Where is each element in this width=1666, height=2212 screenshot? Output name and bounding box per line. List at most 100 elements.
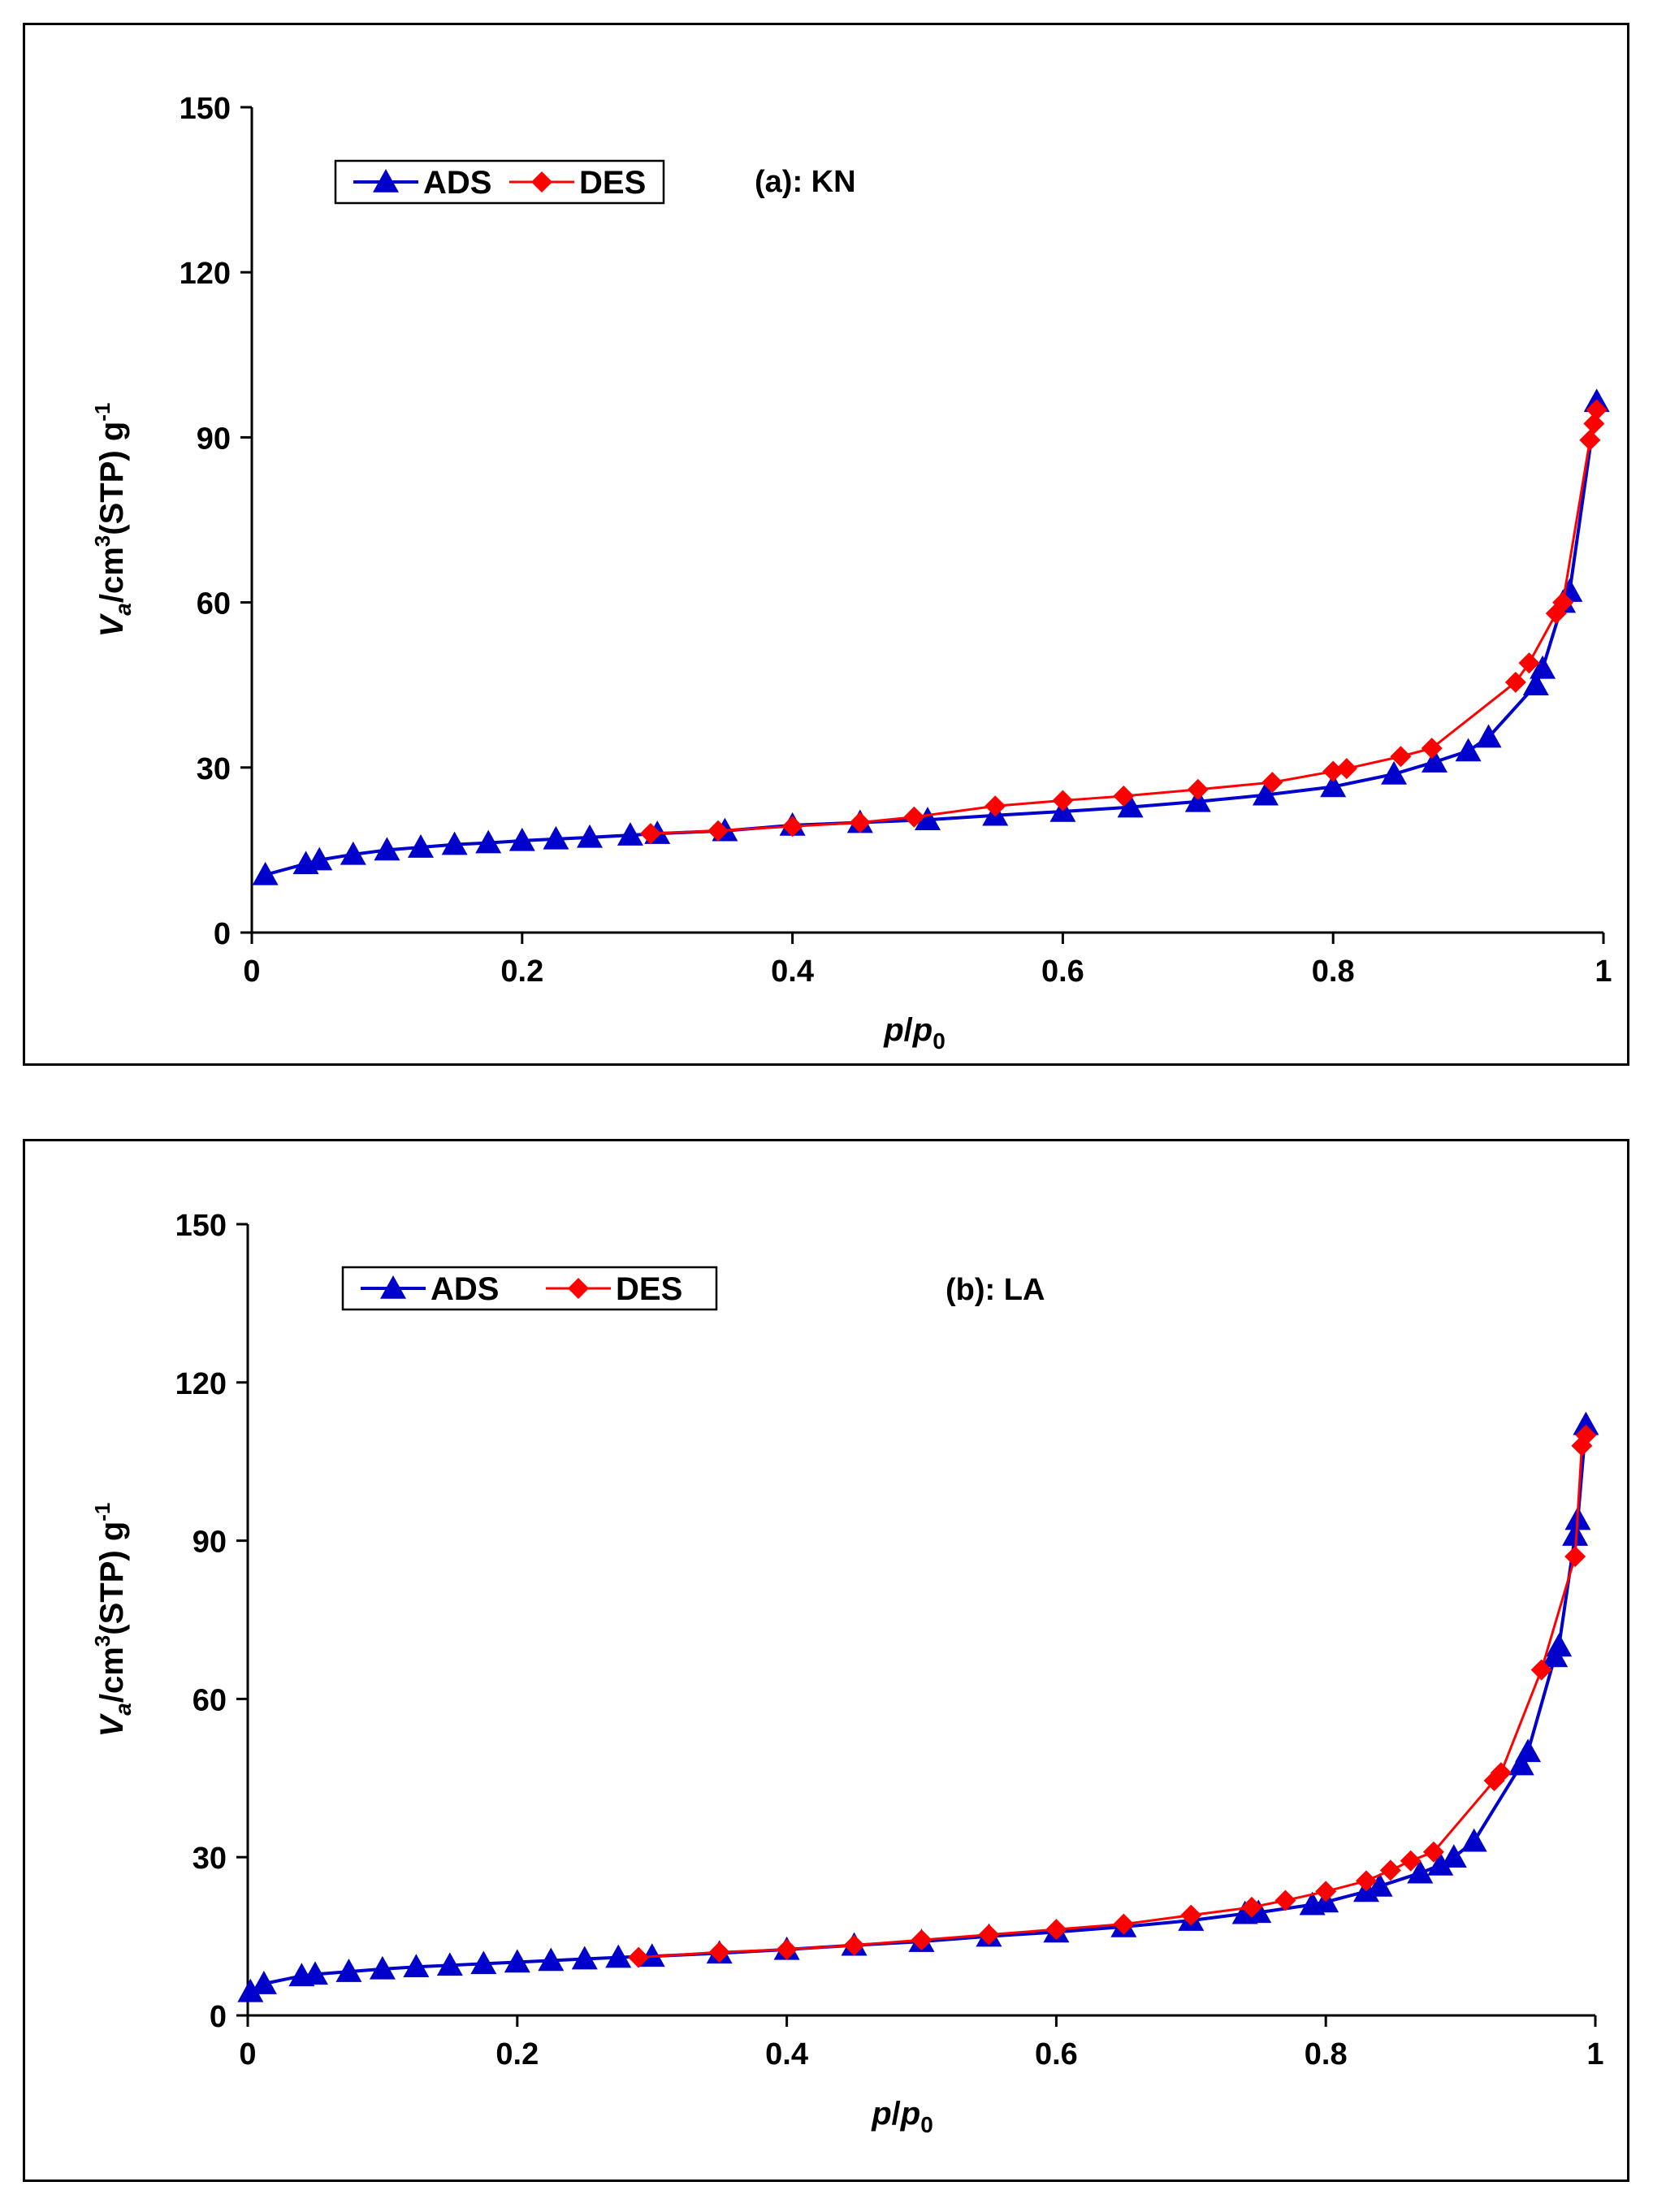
des-point: [849, 812, 871, 833]
des-point: [1400, 1850, 1422, 1872]
series-line-des: [650, 409, 1599, 835]
x-axis-label: p/p0: [883, 1012, 946, 1054]
ads-point: [436, 1952, 463, 1976]
ads-point: [571, 1946, 598, 1970]
ads-point: [1573, 1411, 1599, 1435]
legend-marker-des: [531, 171, 552, 193]
des-point: [1586, 399, 1608, 421]
x-tick-label: 0.8: [1305, 2037, 1348, 2071]
ads-point: [335, 1959, 362, 1982]
des-point: [1575, 1424, 1597, 1446]
ads-point: [1522, 672, 1549, 695]
ads-point: [617, 822, 643, 846]
ads-point: [470, 1950, 497, 1975]
des-point: [1421, 738, 1443, 760]
des-point: [1045, 1919, 1067, 1941]
x-tick-label: 1: [1595, 954, 1612, 989]
series-markers-ads: [252, 388, 1610, 885]
des-point: [1240, 1896, 1262, 1918]
ads-point: [441, 831, 468, 855]
ads-point: [605, 1944, 632, 1968]
des-point: [1422, 1841, 1444, 1863]
ads-point: [374, 837, 400, 861]
ads-point: [1455, 738, 1482, 762]
x-tick-label: 0.6: [1041, 954, 1084, 989]
ads-point: [408, 834, 434, 858]
ads-point: [1530, 655, 1556, 679]
y-tick-label: 120: [180, 257, 231, 291]
des-point: [1379, 1859, 1401, 1881]
des-point: [1518, 652, 1540, 674]
chart-title: (a): KN: [755, 165, 856, 199]
series-markers-des: [639, 399, 1608, 845]
y-tick-label: 150: [180, 92, 231, 126]
ads-point: [1381, 760, 1408, 785]
des-point: [628, 1946, 650, 1968]
des-point: [1545, 603, 1567, 625]
ads-point: [1320, 773, 1347, 798]
des-point: [1180, 1904, 1202, 1926]
chart-kn: 0 30 60 90 120 150 0 0.2 0.4 0.6 0.8 1 ADS DES (a): KN…: [90, 92, 1612, 1054]
y-tick-label: 30: [193, 1842, 227, 1876]
y-tick-label: 120: [175, 1367, 227, 1401]
ads-point: [1508, 1751, 1534, 1776]
y-tick-label: 60: [193, 1683, 227, 1717]
ads-point: [1366, 1872, 1393, 1897]
des-point: [1504, 671, 1526, 693]
ads-point: [1515, 1738, 1542, 1763]
x-tick-label: 0.2: [495, 2037, 539, 2071]
x-tick-label: 0.4: [771, 954, 814, 989]
x-tick-label: 0: [243, 954, 260, 989]
y-tick-label: 90: [197, 422, 231, 456]
ads-point: [252, 861, 279, 885]
ads-point: [301, 1961, 328, 1985]
ads-point: [915, 807, 941, 830]
ads-point: [508, 827, 535, 851]
x-tick-label: 0: [239, 2037, 256, 2071]
des-point: [1579, 429, 1601, 451]
chart-panel-la: 0 30 60 90 120 150 0 0.2 0.4 0.6 0.8 1 ADS DES (b): LA…: [23, 1139, 1629, 2182]
x-tick-label: 0.6: [1035, 2037, 1078, 2071]
legend-marker-des: [568, 1278, 589, 1299]
ads-point: [1427, 1851, 1454, 1876]
legend-label-ads: ADS: [431, 1271, 499, 1307]
chart-title: (b): LA: [946, 1273, 1045, 1307]
des-point: [639, 823, 661, 845]
des-point: [1261, 772, 1283, 794]
des-point: [776, 1938, 798, 1960]
des-point: [1571, 1435, 1593, 1457]
ads-point: [577, 824, 603, 848]
ads-point: [403, 1954, 430, 1978]
ads-point: [1117, 794, 1144, 818]
y-axis-label: Va/cm3(STP) g-1: [90, 1503, 136, 1738]
des-point: [911, 1929, 933, 1951]
des-point: [843, 1934, 865, 1956]
series-line-des: [638, 1435, 1587, 1959]
ads-point: [1422, 749, 1447, 773]
x-tick-label: 0.2: [500, 954, 543, 989]
ads-point: [306, 846, 333, 871]
y-tick-label: 90: [193, 1526, 227, 1560]
x-tick-label: 1: [1586, 2037, 1603, 2071]
des-point: [708, 820, 729, 842]
des-point: [1483, 1770, 1505, 1792]
des-point: [1355, 1870, 1377, 1892]
x-tick-label: 0.4: [765, 2037, 808, 2071]
ads-point: [250, 1971, 277, 1994]
ads-point: [1475, 724, 1502, 748]
ads-point: [504, 1949, 530, 1973]
des-point: [1564, 1546, 1586, 1568]
chart-panel-kn: 0 30 60 90 120 150 0 0.2 0.4 0.6 0.8 1 ADS DES (a): KN…: [23, 23, 1629, 1066]
legend-marker-ads: [380, 1275, 406, 1299]
legend-label-des: DES: [616, 1271, 682, 1307]
des-point: [1390, 746, 1412, 768]
chart-la: 0 30 60 90 120 150 0 0.2 0.4 0.6 0.8 1 ADS DES (b): LA…: [90, 1209, 1604, 2137]
des-point: [1113, 786, 1135, 807]
legend-label-des: DES: [579, 165, 646, 201]
y-tick-label: 60: [197, 587, 231, 621]
des-point: [1274, 1890, 1296, 1911]
ads-point: [1562, 1522, 1589, 1546]
series-markers-ads: [237, 1411, 1599, 2002]
des-point: [1052, 790, 1074, 812]
des-point: [781, 816, 803, 838]
